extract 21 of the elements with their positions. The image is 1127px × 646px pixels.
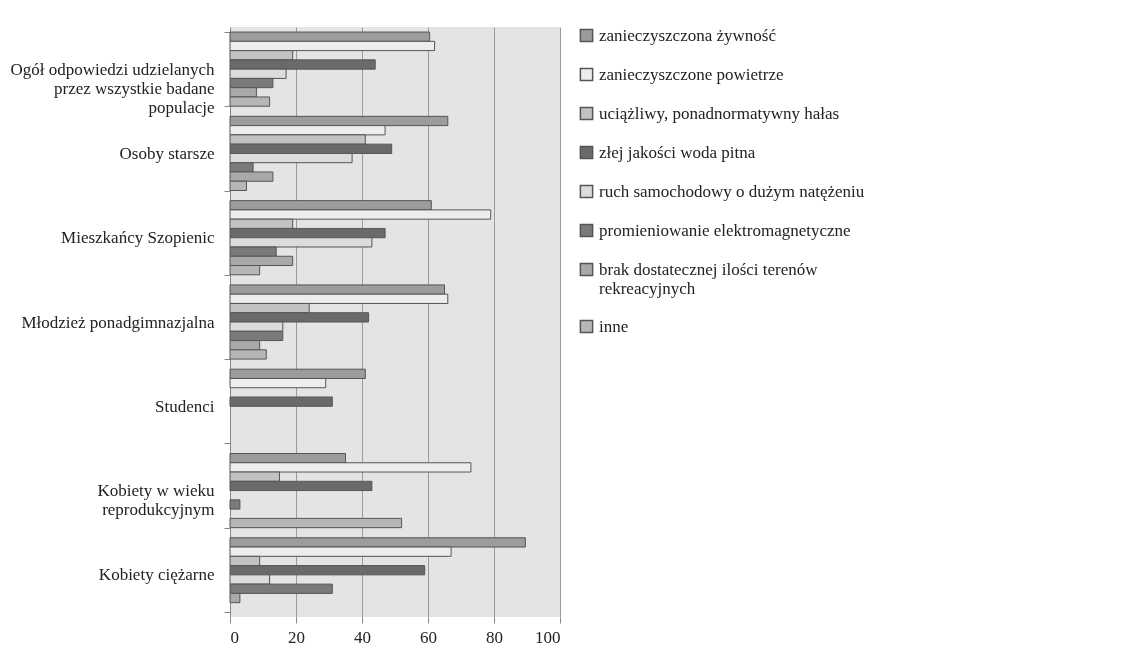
legend-label: promieniowanie elektromagnetyczne [599, 220, 851, 240]
x-tick-label: 100 [535, 627, 561, 646]
y-tick-label: Osoby starsze [119, 143, 215, 163]
x-tick-label: 80 [486, 627, 503, 646]
legend-label: zanieczyszczona żywność [599, 25, 777, 45]
legend-label: inne [599, 316, 629, 336]
legend-label: uciążliwy, ponadnormatywny hałas [599, 103, 840, 123]
legend-label: brak dostatecznej ilości terenów rekreacyjnych [599, 259, 819, 298]
y-tick-label: Kobiety w wieku reprodukcyjnym [97, 481, 215, 520]
y-tick-label: Młodzież ponadgimnazjalna [21, 312, 215, 332]
y-tick-label: Mieszkańcy Szopienic [61, 228, 215, 248]
y-tick-label: Kobiety ciężarne [98, 565, 215, 585]
x-tick-label: 0 [230, 627, 239, 646]
x-tick-label: 60 [420, 627, 437, 646]
legend-label: zanieczyszczone powietrze [599, 64, 784, 84]
y-tick-label: Studenci [155, 396, 215, 416]
y-tick-label: Ogół odpowiedzi udzielanych przez wszystkie badane populacje [10, 59, 215, 117]
x-tick-label: 40 [354, 627, 371, 646]
legend-label: złej jakości woda pitna [599, 142, 756, 162]
x-tick-label: 20 [288, 627, 305, 646]
legend-label: ruch samochodowy o dużym natężeniu [599, 181, 865, 201]
